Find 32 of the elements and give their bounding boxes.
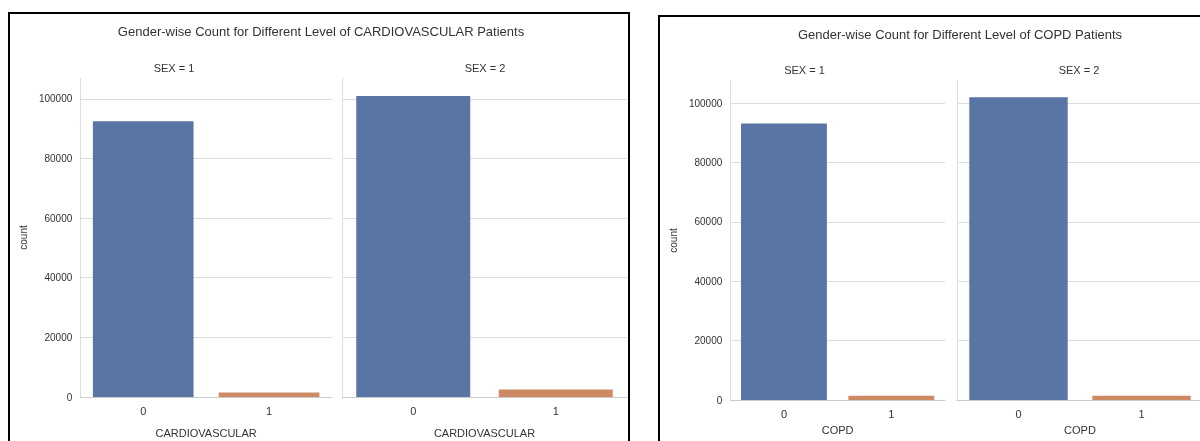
- y-tick-label: 100000: [688, 97, 723, 109]
- chart-title: Gender-wise Count for Different Level of COPD Patients: [796, 27, 1124, 42]
- y-tick-label: 100000: [38, 93, 73, 105]
- x-tick-label: 0: [140, 404, 147, 417]
- y-tick-label: 20000: [44, 331, 73, 343]
- y-tick-label: 20000: [694, 335, 723, 347]
- y-tick-label: 0: [716, 394, 723, 406]
- x-tick-label: 0: [780, 407, 788, 420]
- y-tick-label: 0: [66, 391, 73, 403]
- chart-subtitle: SEX = 2: [464, 61, 506, 74]
- x-tick-label: 1: [1138, 407, 1145, 420]
- x-axis-title: CARDIOVASCULAR: [433, 426, 536, 439]
- y-axis-title: count: [667, 228, 679, 253]
- y-axis-title: count: [17, 225, 29, 250]
- x-tick-label: 1: [888, 407, 895, 420]
- y-tick-label: 60000: [694, 216, 723, 228]
- x-tick-label: 1: [552, 404, 559, 417]
- x-tick-label: 0: [410, 404, 417, 417]
- chart-title: Gender-wise Count for Different Level of CARDIOVASCULAR Patients: [116, 24, 526, 39]
- chart-subtitle: SEX = 2: [1058, 63, 1100, 76]
- y-tick-label: 40000: [44, 272, 73, 284]
- x-axis-title: COPD: [1064, 423, 1096, 436]
- y-tick-label: 40000: [694, 275, 723, 287]
- y-tick-label: 80000: [694, 157, 723, 169]
- y-tick-label: 80000: [44, 153, 73, 164]
- chart-subtitle: SEX = 1: [784, 63, 825, 76]
- x-axis-title: COPD: [821, 423, 854, 436]
- y-tick-label: 60000: [44, 212, 73, 224]
- x-tick-label: 1: [266, 404, 273, 417]
- x-axis-title: CARDIOVASCULAR: [155, 426, 257, 439]
- chart-subtitle: SEX = 1: [153, 61, 195, 74]
- x-tick-label: 0: [1015, 407, 1022, 420]
